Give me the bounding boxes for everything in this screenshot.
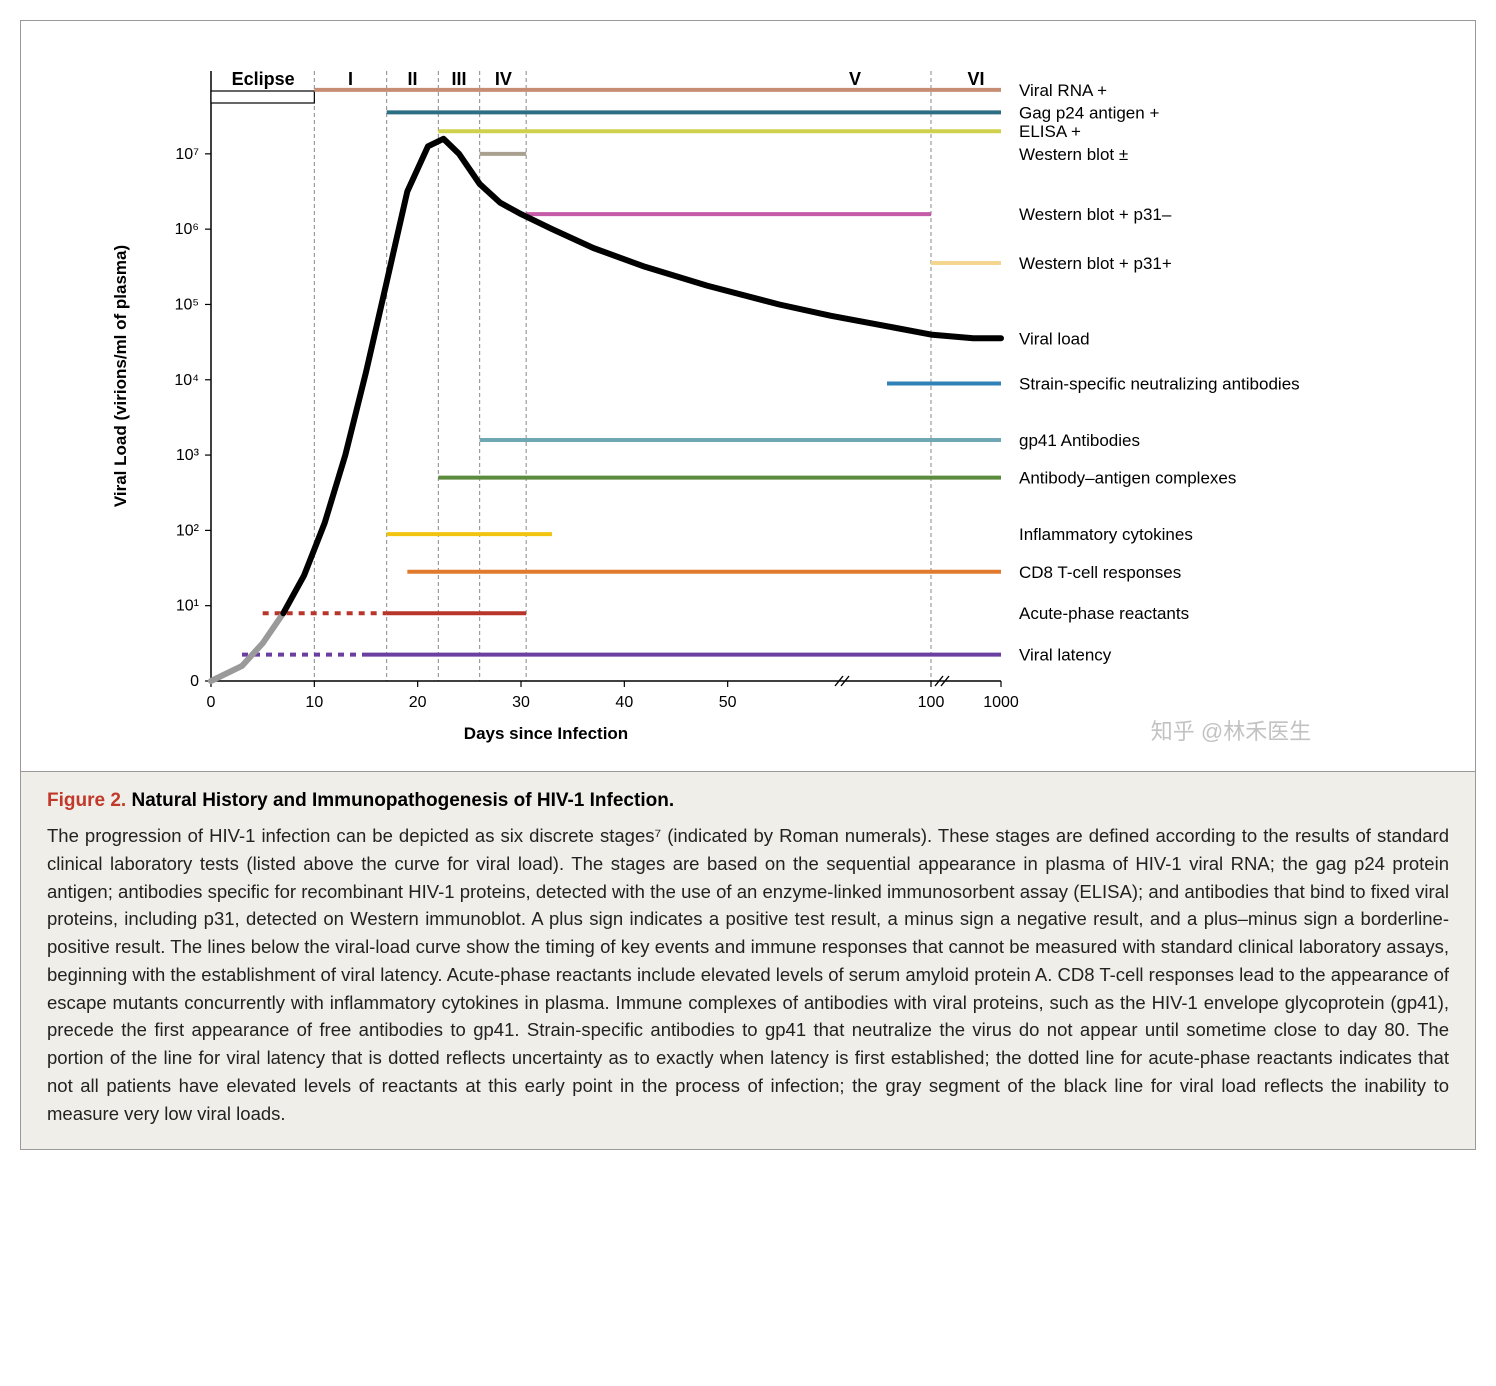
eclipse-label: Eclipse — [232, 69, 295, 89]
track-label: Western blot + p31+ — [1019, 254, 1172, 273]
x-tick-label: 0 — [207, 694, 216, 711]
y-tick-label: 10⁶ — [175, 221, 199, 238]
stage-label: III — [451, 69, 466, 89]
stage-label: V — [849, 69, 861, 89]
x-tick-label: 40 — [615, 694, 633, 711]
x-tick-label: 50 — [719, 694, 737, 711]
x-tick-label: 30 — [512, 694, 530, 711]
viral-load-curve — [283, 139, 1001, 613]
y-tick-label: 10⁴ — [174, 372, 199, 389]
x-tick-label: 100 — [918, 694, 945, 711]
track-label: Antibody–antigen complexes — [1019, 469, 1236, 488]
figure-caption-title: Natural History and Immunopathogenesis o… — [131, 790, 674, 811]
track-label: Western blot ± — [1019, 145, 1128, 164]
track-label: Viral latency — [1019, 646, 1112, 665]
eclipse-bar — [211, 91, 314, 103]
track-label: Acute-phase reactants — [1019, 604, 1189, 623]
y-axis-label: Viral Load (virions/ml of plasma) — [111, 245, 130, 507]
x-tick-label: 20 — [409, 694, 427, 711]
track-label: CD8 T-cell responses — [1019, 563, 1181, 582]
caption-title: Figure 2. Natural History and Immunopath… — [47, 790, 1449, 812]
track-label: gp41 Antibodies — [1019, 431, 1140, 450]
chart-svg: 0 10¹ 10² 10³ 10⁴ 10⁵ 10⁶ 10⁷ Viral Load (virion… — [41, 41, 1457, 761]
y-tick-label: 10² — [176, 522, 200, 539]
track-label: Inflammatory cytokines — [1019, 525, 1193, 544]
y-tick-label: 10³ — [176, 447, 200, 464]
stage-label: VI — [967, 69, 984, 89]
track-label: Viral RNA + — [1019, 81, 1107, 100]
viral-load-curve-gray — [211, 613, 283, 681]
stage-label: IV — [495, 69, 512, 89]
stage-label: I — [348, 69, 353, 89]
watermark: 知乎 @林禾医生 — [1151, 719, 1311, 744]
track-label: Viral load — [1019, 329, 1090, 348]
caption-body: The progression of HIV-1 infection can b… — [47, 822, 1449, 1127]
y-tick-label: 10⁷ — [175, 146, 199, 163]
x-tick-label: 1000 — [983, 694, 1019, 711]
x-axis-label: Days since Infection — [464, 724, 628, 743]
track-label: Gag p24 antigen + — [1019, 103, 1159, 122]
figure-label: Figure 2. — [47, 790, 126, 811]
y-tick-label: 10⁵ — [175, 296, 199, 313]
track-label: ELISA + — [1019, 122, 1081, 141]
figure-container: 0 10¹ 10² 10³ 10⁴ 10⁵ 10⁶ 10⁷ Viral Load (virion… — [20, 20, 1476, 1150]
caption-panel: Figure 2. Natural History and Immunopath… — [21, 771, 1475, 1149]
chart-panel: 0 10¹ 10² 10³ 10⁴ 10⁵ 10⁶ 10⁷ Viral Load (virion… — [21, 21, 1475, 771]
track-label: Strain-specific neutralizing antibodies — [1019, 375, 1300, 394]
track-label: Western blot + p31– — [1019, 205, 1172, 224]
x-tick-label: 10 — [305, 694, 323, 711]
y-tick-label: 0 — [190, 673, 199, 690]
y-tick-label: 10¹ — [176, 598, 199, 615]
stage-label: II — [407, 69, 417, 89]
